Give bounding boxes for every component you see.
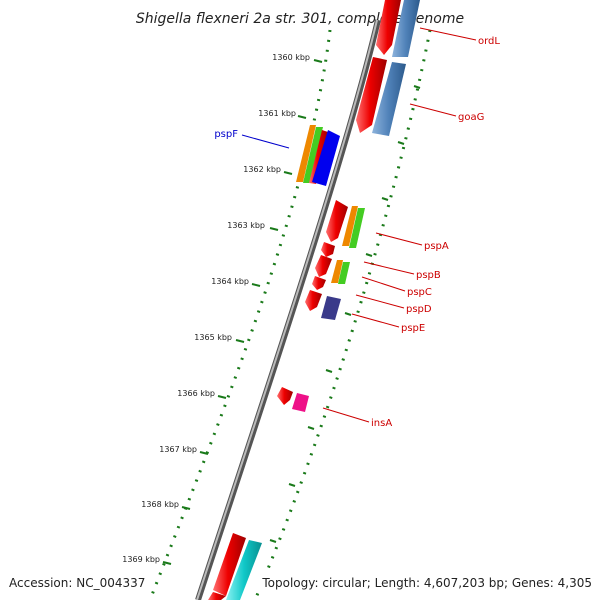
gene-ordL-cds[interactable] (376, 0, 401, 55)
gene-pspA-cds[interactable] (326, 200, 348, 242)
feature-pspA-orange[interactable] (342, 206, 358, 246)
gene-pspD-cds[interactable] (312, 276, 326, 290)
ruler-label-1362: 1362 kbp (243, 165, 281, 174)
feature-pspC-orange[interactable] (331, 260, 343, 283)
feature-pspC-green[interactable] (338, 262, 350, 284)
label-leaders (322, 27, 477, 423)
gene-bottom-cds-2[interactable] (208, 592, 226, 600)
ruler-label-1364: 1364 kbp (211, 277, 249, 286)
footer-summary: Topology: circular; Length: 4,607,203 bp… (261, 576, 592, 590)
ruler-label-1366: 1366 kbp (177, 389, 215, 398)
gene-label-ordL[interactable]: ordL (478, 36, 500, 47)
footer-accession: Accession: NC_004337 (9, 576, 145, 590)
feature-track-ticks (269, 85, 421, 543)
ruler-ticks (162, 59, 323, 565)
ruler-label-1365: 1365 kbp (194, 333, 232, 342)
gene-pspB-cds[interactable] (321, 242, 335, 257)
feature-pspF-blue[interactable] (312, 130, 340, 186)
gene-pspC-cds[interactable] (315, 255, 332, 277)
feature-goaG[interactable] (372, 62, 406, 136)
ruler-label-1367: 1367 kbp (159, 445, 197, 454)
gene-goaG-cds[interactable] (356, 57, 387, 133)
feature-bottom-cyan[interactable] (226, 540, 262, 600)
ruler-label-1363: 1363 kbp (227, 221, 265, 230)
ruler-label-1368: 1368 kbp (141, 500, 179, 509)
feature-pspF-orange[interactable] (296, 125, 316, 182)
feature-pspF-green[interactable] (303, 127, 323, 183)
gene-insA-cds[interactable] (277, 387, 293, 405)
feature-pspF-red[interactable] (309, 130, 328, 184)
gene-label-pspD[interactable]: pspD (406, 304, 432, 315)
feature-pspA-green[interactable] (349, 208, 365, 248)
footer-accession-bg (6, 573, 148, 591)
genome-backbone-highlight (196, 19, 378, 600)
gene-label-pspB[interactable]: pspB (416, 270, 441, 281)
gene-bottom-cds[interactable] (213, 533, 246, 596)
footer-summary-bg (259, 573, 595, 591)
gene-label-pspC[interactable]: pspC (407, 287, 432, 298)
gene-label-pspF[interactable]: pspF (214, 129, 238, 140)
gene-pspE-cds[interactable] (305, 290, 322, 311)
gene-label-goaG[interactable]: goaG (458, 112, 484, 123)
ruler-label-1361: 1361 kbp (258, 109, 296, 118)
feature-insA-magenta[interactable] (292, 393, 309, 412)
feature-pspE-purple[interactable] (321, 296, 341, 320)
ruler-track (148, 29, 332, 600)
ruler-label-1360: 1360 kbp (272, 53, 310, 62)
ruler-label-1369: 1369 kbp (122, 555, 160, 564)
label-leader-pspF (241, 134, 290, 149)
gene-label-pspA[interactable]: pspA (424, 241, 449, 252)
feature-ordL[interactable] (392, 0, 420, 57)
gene-label-insA[interactable]: insA (371, 418, 392, 429)
gene-label-pspE[interactable]: pspE (401, 323, 425, 334)
